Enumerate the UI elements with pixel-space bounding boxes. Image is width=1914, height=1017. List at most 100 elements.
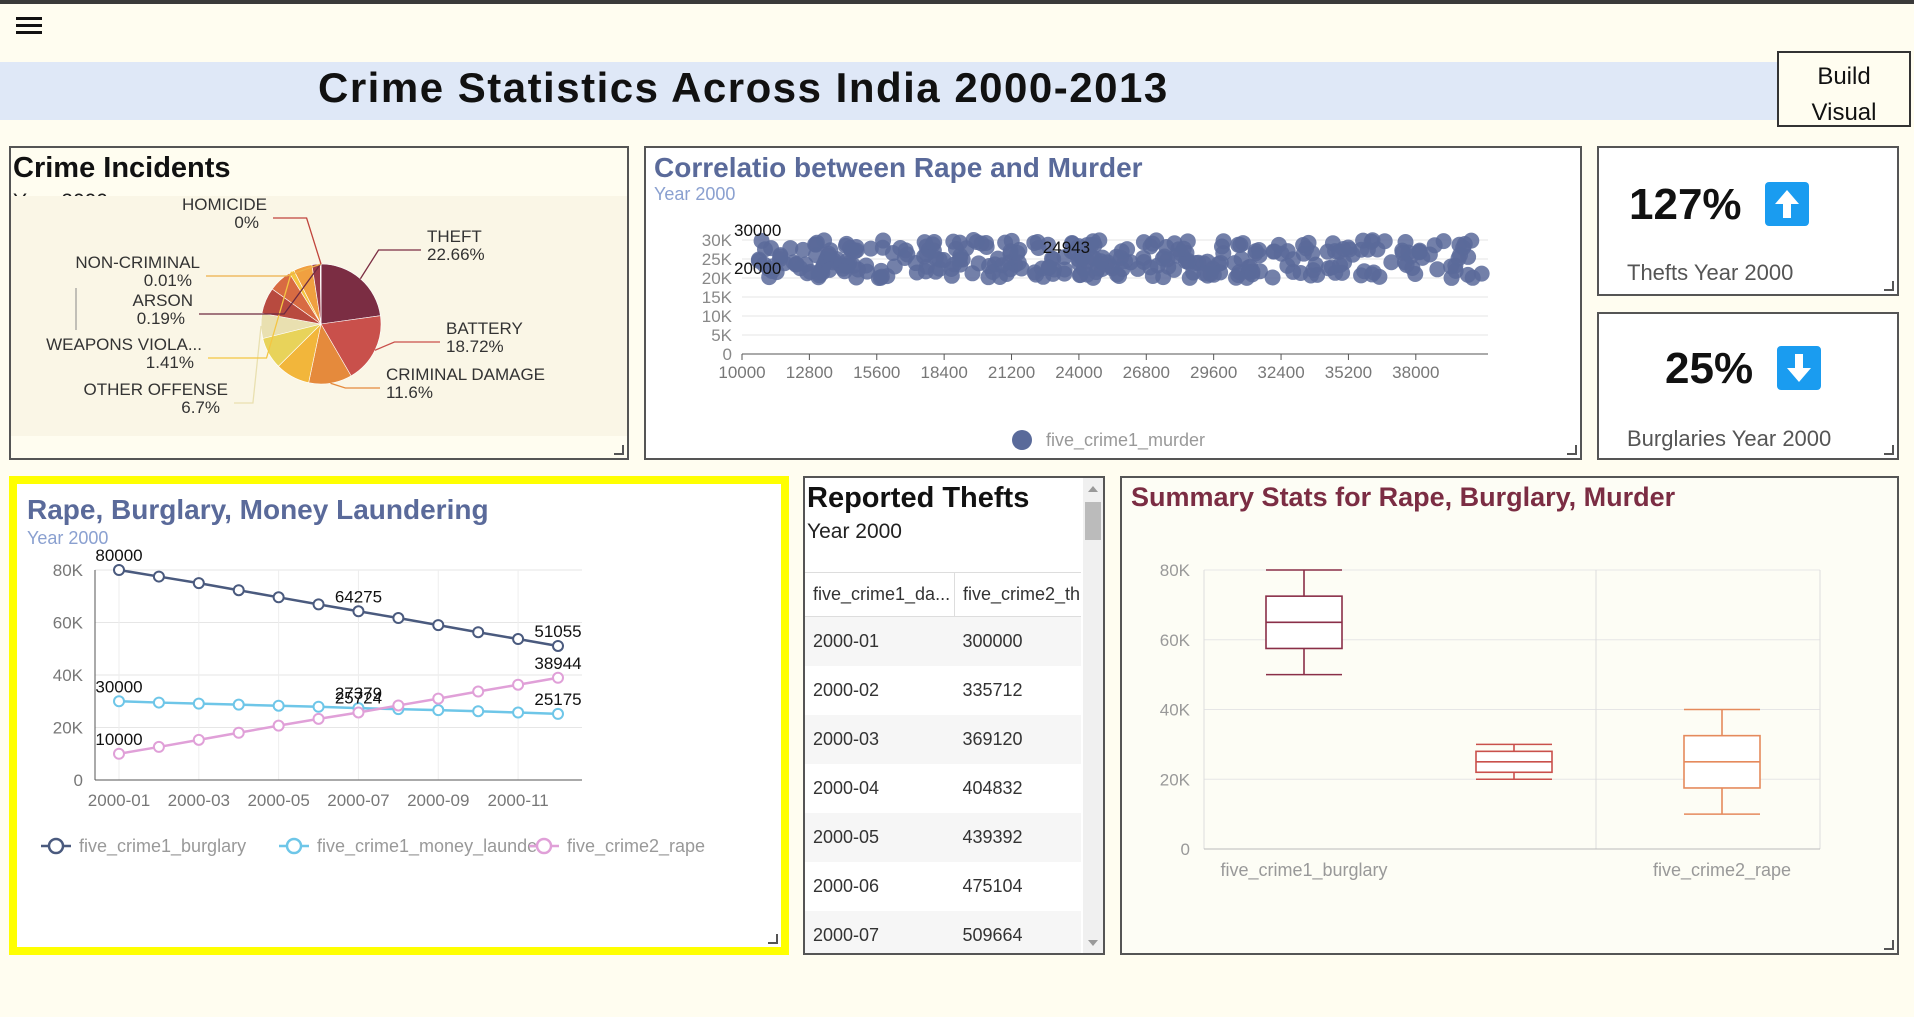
scatter-point	[795, 241, 812, 258]
scatter-point	[1279, 243, 1296, 260]
crime-incidents-panel[interactable]: Crime Incidents Year 2000 THEFT22.66%BAT…	[9, 146, 629, 460]
scatter-point	[927, 263, 944, 280]
scatter-point	[1040, 236, 1057, 253]
pie-value-label: 1.41%	[146, 353, 194, 372]
scroll-down-arrow-icon[interactable]	[1088, 940, 1098, 946]
line-legend-label: five_crime1_burglary	[79, 836, 246, 857]
kpi-thefts-label: Thefts Year 2000	[1627, 260, 1794, 285]
table-scrollbar[interactable]	[1083, 478, 1103, 953]
table-row[interactable]: 2000-04 404832	[805, 763, 1081, 813]
line-point	[192, 733, 205, 746]
scatter-point	[998, 266, 1015, 283]
pie-value-label: 0%	[234, 213, 259, 232]
scatter-point	[1026, 264, 1043, 281]
scatter-point	[1307, 256, 1324, 273]
resize-handle[interactable]	[1884, 445, 1894, 455]
line-data-label: 25724	[335, 688, 382, 707]
line-y-tick: 40K	[53, 666, 84, 685]
pie-label: OTHER OFFENSE	[83, 380, 228, 399]
table-row[interactable]: 2000-06 475104	[805, 861, 1081, 911]
line-point	[432, 704, 445, 717]
pie-value-label: 11.6%	[386, 383, 433, 402]
scatter-x-tick: 26800	[1123, 363, 1170, 382]
title-bar	[0, 62, 1778, 120]
table-row[interactable]: 2000-01 300000	[805, 616, 1081, 666]
table-row[interactable]: 2000-03 369120	[805, 714, 1081, 764]
scatter-annotation: 24943	[1043, 238, 1090, 257]
pie-leader-line	[273, 217, 322, 265]
scatter-annotation: 30000	[734, 221, 781, 240]
line-point	[352, 706, 365, 719]
line-x-tick: 2000-07	[327, 791, 389, 810]
scatter-point	[1285, 263, 1302, 280]
thefts-table-subtitle: Year 2000	[807, 520, 902, 543]
line-point	[152, 570, 165, 583]
table-cell-date: 2000-05	[813, 826, 880, 847]
pie-leader-line	[208, 271, 293, 359]
resize-handle[interactable]	[1884, 940, 1894, 950]
line-point	[232, 584, 245, 597]
down-arrow-icon	[1777, 346, 1821, 390]
thefts-table-panel[interactable]: Reported Thefts Year 2000 five_crime1_da…	[803, 476, 1105, 955]
line-point	[352, 605, 365, 618]
line-y-tick: 80K	[53, 561, 84, 580]
line-chart[interactable]: 0 20K 40K 60K 80K 2000-01 2000-03 2000-05 2000-0…	[17, 484, 781, 947]
line-point	[272, 719, 285, 732]
kpi-card-thefts[interactable]: 127% Thefts Year 2000	[1597, 146, 1899, 296]
crime-incidents-title: Crime Incidents	[13, 152, 231, 184]
boxplot-panel[interactable]: Summary Stats for Rape, Burglary, Murder…	[1120, 476, 1899, 955]
table-cell-date: 2000-06	[813, 875, 880, 896]
hamburger-menu-icon[interactable]	[16, 14, 42, 38]
scatter-point	[1295, 236, 1312, 253]
resize-handle[interactable]	[1567, 445, 1577, 455]
scatter-legend-dot	[1012, 430, 1032, 450]
box-x-label: five_crime2_rape	[1653, 860, 1791, 881]
scatter-point	[1056, 265, 1073, 282]
line-data-label: 51055	[534, 622, 581, 641]
scatter-point	[821, 261, 838, 278]
line-x-tick: 2000-11	[488, 791, 549, 810]
table-row[interactable]: 2000-02 335712	[805, 665, 1081, 715]
scatter-y-tick: 20K	[702, 269, 733, 288]
scroll-up-arrow-icon[interactable]	[1088, 486, 1098, 492]
pie-leader-line	[234, 325, 262, 404]
line-data-label: 38944	[534, 654, 581, 673]
scatter-y-tick: 25K	[702, 250, 733, 269]
pie-leader-line	[359, 249, 421, 280]
boxplot-chart[interactable]: 0 20K 40K 60K 80K five_crime1_burglary five_cr…	[1122, 478, 1897, 953]
table-cell-date: 2000-03	[813, 728, 880, 749]
pie-label: ARSON	[133, 291, 193, 310]
line-point	[113, 695, 125, 708]
line-point	[432, 692, 445, 705]
scatter-point	[1230, 236, 1247, 253]
column-header-thefts[interactable]: five_crime2_th	[962, 584, 1080, 604]
scatter-annotation: 20000	[734, 259, 781, 278]
kpi-card-burglaries[interactable]: 25% Burglaries Year 2000	[1597, 312, 1899, 460]
scatter-x-tick: 21200	[988, 363, 1035, 382]
correlation-panel[interactable]: Correlatio between Rape and Murder Year …	[644, 146, 1582, 460]
resize-handle[interactable]	[1884, 281, 1894, 291]
table-row[interactable]: 2000-05 439392	[805, 812, 1081, 862]
line-point	[192, 697, 205, 710]
resize-handle[interactable]	[614, 445, 624, 455]
pie-label: CRIMINAL DAMAGE	[386, 365, 545, 384]
scatter-point	[859, 263, 876, 280]
scatter-point	[1411, 242, 1428, 259]
line-chart-title: Rape, Burglary, Money Laundering	[27, 494, 489, 525]
pie-label: THEFT	[427, 227, 482, 246]
line-chart-panel[interactable]: Rape, Burglary, Money Laundering Year 20…	[9, 476, 789, 955]
build-visual-button[interactable]: Build Visual	[1777, 51, 1911, 127]
line-data-label: 64275	[335, 587, 382, 606]
resize-handle[interactable]	[768, 934, 778, 944]
line-point	[113, 564, 125, 576]
line-legend-label: five_crime1_money_launder	[317, 836, 543, 857]
kpi-burglaries-value: 25%	[1665, 344, 1754, 393]
scatter-x-tick: 24000	[1055, 363, 1102, 382]
table-cell-date: 2000-07	[813, 924, 880, 945]
table-row[interactable]: 2000-07 509664	[805, 910, 1081, 953]
line-x-tick: 2000-09	[407, 791, 469, 810]
scrollbar-thumb[interactable]	[1085, 502, 1101, 540]
column-header-date[interactable]: five_crime1_da...	[805, 572, 955, 617]
